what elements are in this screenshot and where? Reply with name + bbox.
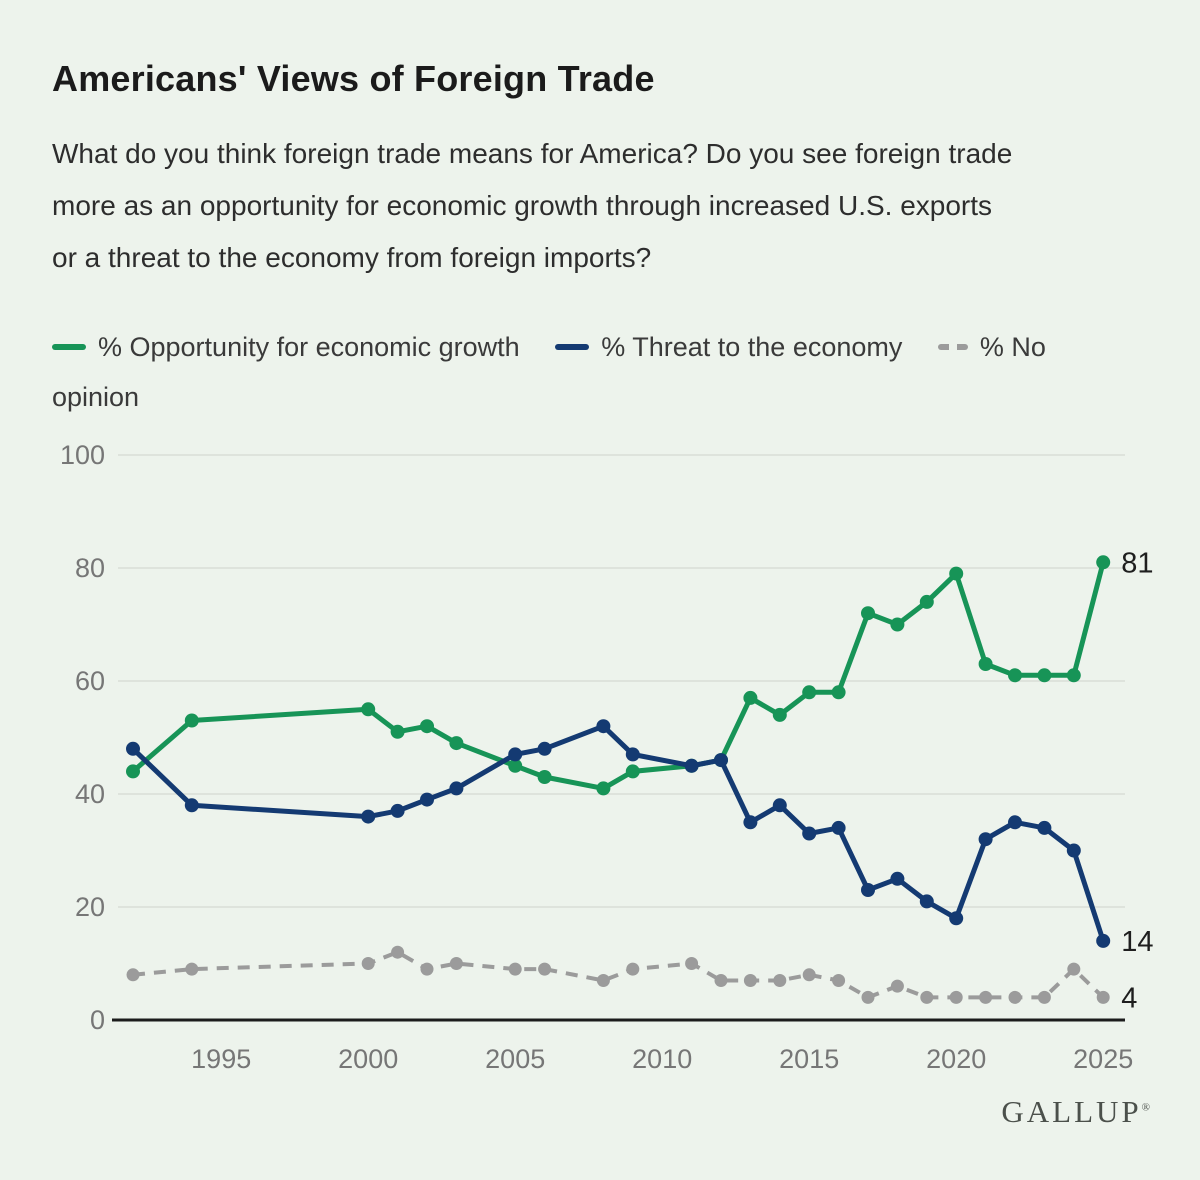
svg-text:14: 14 <box>1121 926 1153 958</box>
subtitle-line-3: or a threat to the economy from foreign … <box>52 242 652 273</box>
legend-swatch-opportunity-line <box>52 343 86 350</box>
legend-item-no-opinion: % No opinion <box>52 332 1046 412</box>
legend-swatch-threat-line <box>555 343 590 350</box>
svg-text:20: 20 <box>75 892 105 922</box>
svg-text:2015: 2015 <box>779 1044 839 1074</box>
legend-item-threat: % Threat to the economy <box>555 332 902 362</box>
svg-text:100: 100 <box>60 440 105 470</box>
subtitle-line-2: more as an opportunity for economic grow… <box>52 190 993 221</box>
svg-text:2025: 2025 <box>1073 1044 1133 1074</box>
svg-text:0: 0 <box>90 1005 105 1035</box>
trend-chart: 0 20 40 60 80 100 1995 2000 2005 2010 2015 2020 2025… <box>60 440 1154 1074</box>
legend-label-no-opinion: % No opinion <box>52 332 1046 412</box>
svg-text:80: 80 <box>75 553 105 583</box>
legend-item-opportunity: % Opportunity for economic growth <box>52 332 520 362</box>
svg-text:60: 60 <box>75 666 105 696</box>
chart-legend: % Opportunity for economic growth % Thre… <box>52 322 1122 422</box>
chart-subtitle: What do you think foreign trade means fo… <box>52 128 1148 284</box>
svg-text:4: 4 <box>1121 982 1137 1014</box>
chart-content: Americans' Views of Foreign Trade What d… <box>0 0 1200 422</box>
svg-text:81: 81 <box>1121 547 1153 579</box>
svg-text:2000: 2000 <box>338 1044 398 1074</box>
gallup-logo: GALLUP® <box>1001 1094 1150 1130</box>
svg-text:2010: 2010 <box>632 1044 692 1074</box>
svg-text:2005: 2005 <box>485 1044 545 1074</box>
svg-text:40: 40 <box>75 779 105 809</box>
legend-label-threat: % Threat to the economy <box>601 332 903 362</box>
legend-swatch-no-opinion-line <box>937 343 968 350</box>
svg-text:2020: 2020 <box>926 1044 986 1074</box>
chart-title: Americans' Views of Foreign Trade <box>52 58 655 99</box>
registered-trademark-icon: ® <box>1141 1101 1150 1114</box>
gallup-wordmark: GALLUP <box>1001 1094 1142 1129</box>
subtitle-line-1: What do you think foreign trade means fo… <box>52 138 1013 169</box>
svg-text:1995: 1995 <box>191 1044 251 1074</box>
legend-label-opportunity: % Opportunity for economic growth <box>98 332 520 362</box>
